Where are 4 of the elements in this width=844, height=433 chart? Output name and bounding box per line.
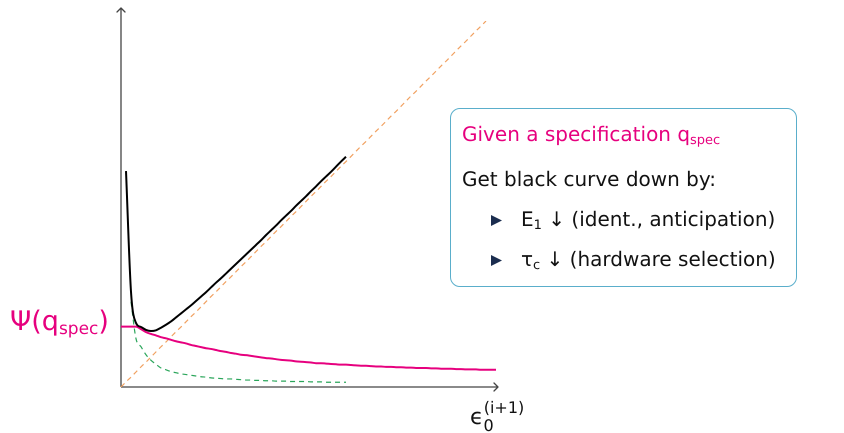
callout-box: Given a specification q$_{spec}$ Get black curve down by: E$_{1}$ ↓ (ident., anticipation) τ$_{c}$ ↓ (hardware selection) (450, 108, 797, 287)
annotation: Given a specification q$_{spec}$ (462, 121, 720, 150)
annotation: Get black curve down by: (462, 166, 716, 192)
text: Ψ(q$_{spec}$) (10, 306, 109, 340)
